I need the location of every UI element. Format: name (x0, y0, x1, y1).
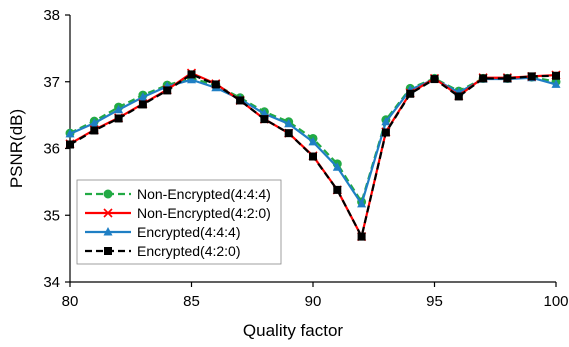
data-point (357, 198, 367, 208)
data-point (66, 140, 74, 149)
data-point (552, 71, 560, 80)
data-point (381, 116, 391, 126)
data-point (187, 70, 196, 79)
data-point (114, 114, 123, 123)
legend-marker (104, 247, 112, 255)
data-point (284, 129, 293, 138)
data-point (430, 75, 439, 84)
y-axis-title: PSNR(dB) (7, 109, 26, 188)
data-point (406, 89, 415, 98)
data-point (527, 72, 536, 81)
legend-label: Encrypted(4:2:0) (137, 243, 241, 259)
data-point (89, 118, 99, 127)
legend-label: Non-Encrypted(4:2:0) (137, 205, 271, 221)
legend: Non-Encrypted(4:4:4) Non-Encrypted(4:2:0)… (76, 179, 282, 265)
legend-entry: Non-Encrypted(4:2:0) (85, 205, 271, 221)
legend-entry: Encrypted(4:2:0) (85, 243, 241, 259)
data-point (454, 92, 463, 101)
series-encrypted-4-2-0 (66, 70, 560, 241)
y-tick-label: 34 (43, 274, 60, 291)
data-point (308, 136, 318, 146)
x-tick-label: 90 (305, 293, 322, 310)
data-point (333, 185, 342, 194)
data-point (284, 118, 294, 128)
axes: 34 35 36 37 38 80 85 90 95 100 Quality factor PSNR(… (7, 7, 569, 340)
x-axis-title: Quality factor (243, 321, 343, 340)
y-tick-label: 36 (43, 141, 60, 158)
legend-marker (103, 227, 113, 236)
data-point (236, 96, 245, 105)
data-point (163, 86, 172, 95)
data-point (187, 74, 196, 84)
data-point (260, 115, 269, 124)
series-layer (65, 68, 561, 242)
data-point (479, 74, 488, 83)
data-point (551, 79, 561, 88)
data-point (138, 92, 148, 101)
legend-entry: Encrypted(4:4:4) (85, 224, 241, 240)
legend-marker (103, 208, 113, 218)
x-tick-label: 80 (62, 293, 79, 310)
legend-entry: Non-Encrypted(4:4:4) (85, 186, 271, 202)
y-tick-label: 35 (43, 207, 60, 224)
legend-label: Encrypted(4:4:4) (137, 224, 241, 240)
data-point (309, 152, 317, 161)
legend-label: Non-Encrypted(4:4:4) (137, 186, 271, 202)
x-tick-label: 100 (543, 293, 568, 310)
data-point (114, 104, 124, 114)
data-point (332, 162, 342, 171)
x-tick-label: 95 (426, 293, 443, 310)
data-point (90, 126, 99, 135)
legend-marker (103, 189, 113, 199)
data-point (138, 100, 147, 109)
data-point (357, 232, 366, 241)
data-point (381, 128, 390, 137)
y-tick-label: 37 (43, 74, 60, 91)
y-tick-label: 38 (43, 7, 60, 24)
data-point (211, 80, 220, 89)
x-tick-label: 85 (183, 293, 200, 310)
data-point (65, 128, 75, 138)
data-point (503, 74, 512, 83)
